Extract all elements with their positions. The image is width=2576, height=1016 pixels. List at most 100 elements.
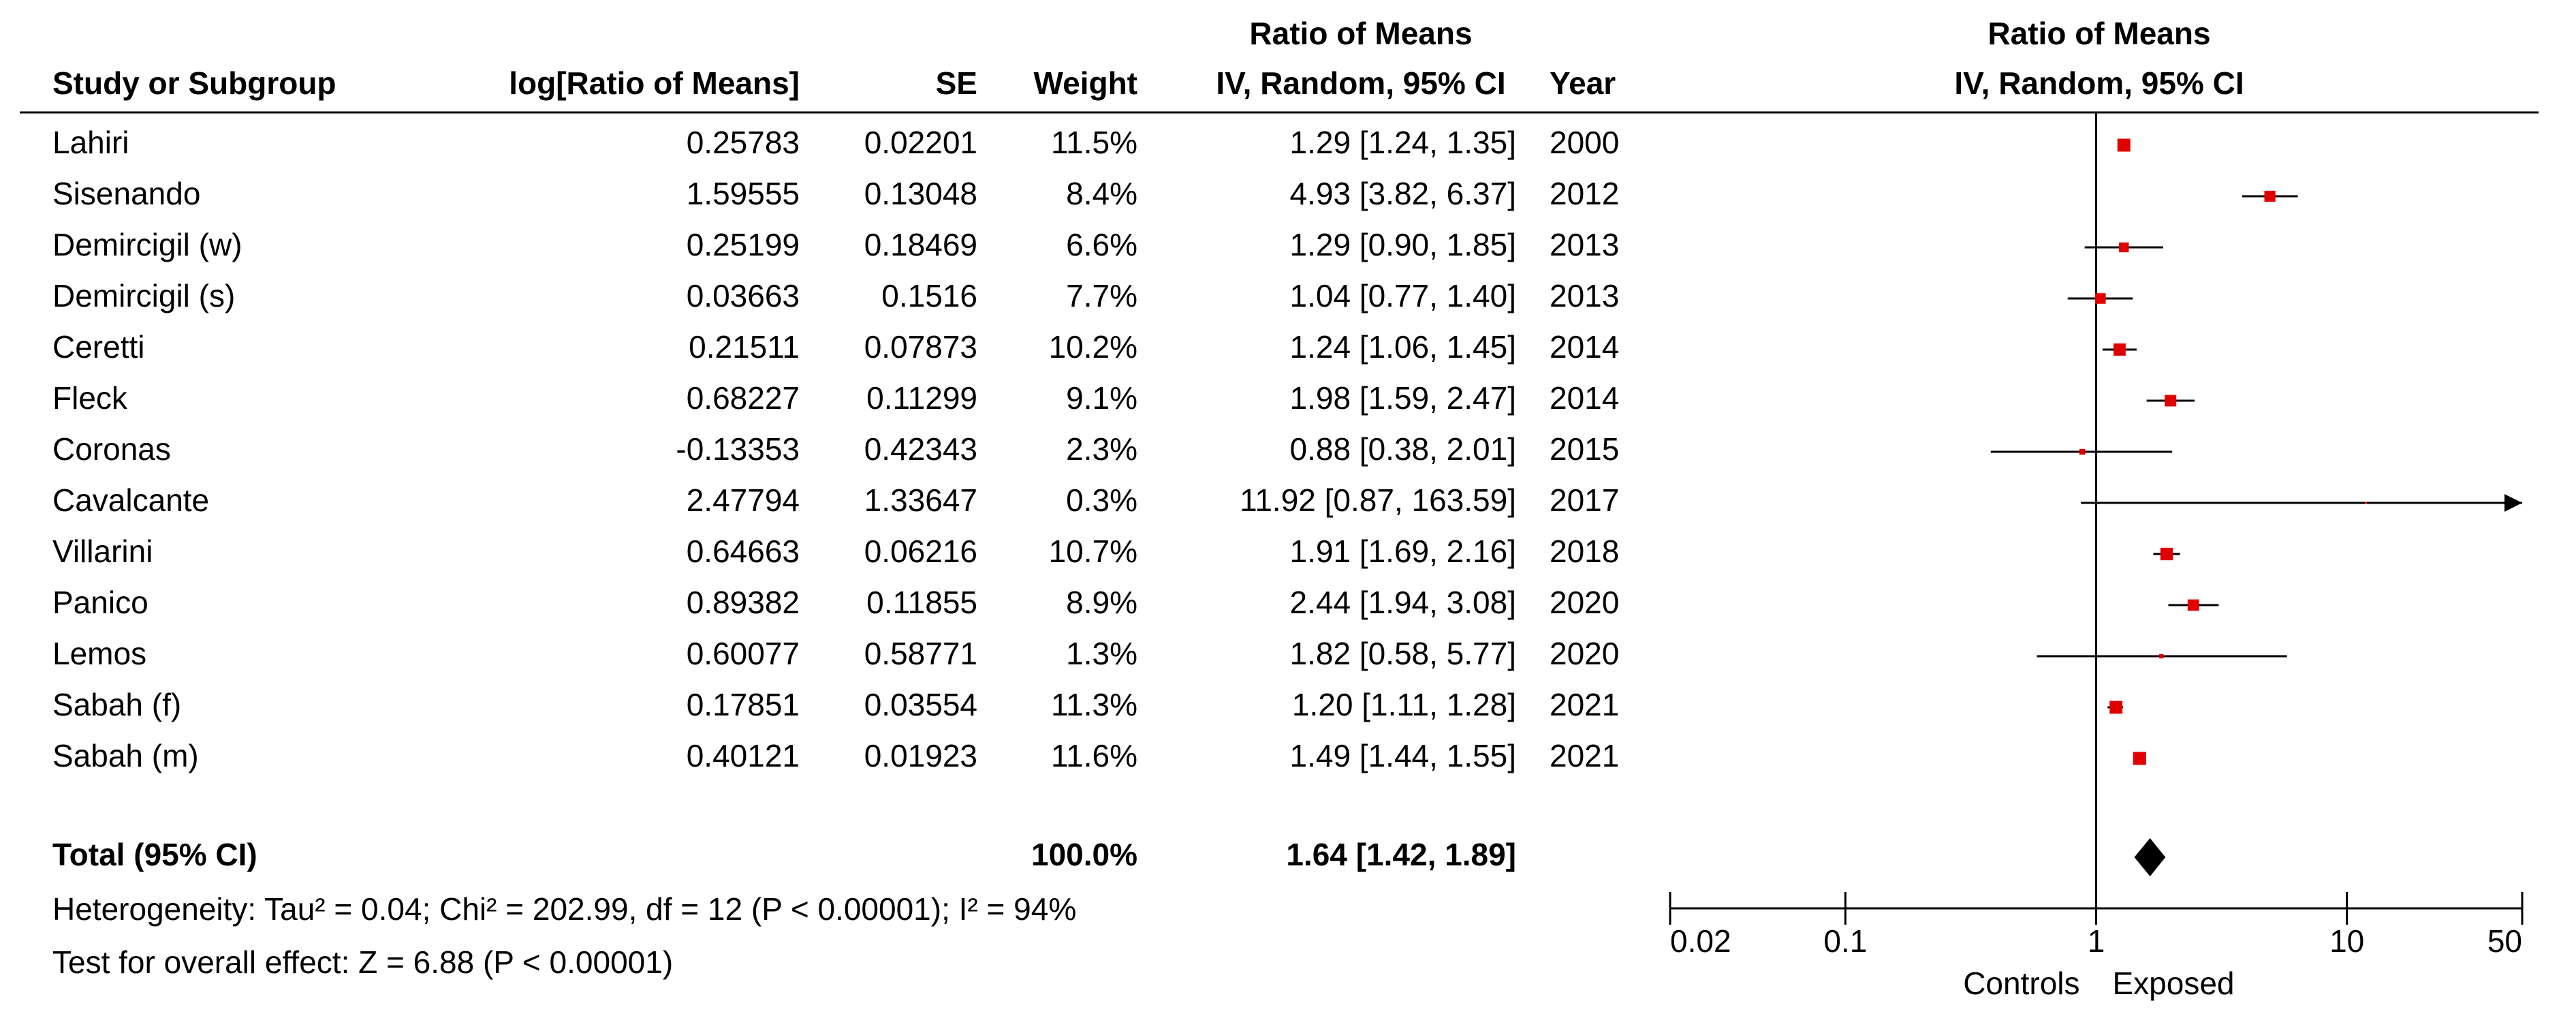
weight: 10.7% xyxy=(1049,534,1137,569)
ci: 4.93 [3.82, 6.37] xyxy=(1290,176,1517,211)
ci: 11.92 [0.87, 163.59] xyxy=(1240,482,1516,518)
ci: 1.49 [1.44, 1.55] xyxy=(1290,738,1517,773)
study-name: Demircigil (w) xyxy=(52,227,242,262)
year: 2014 xyxy=(1550,329,1619,365)
standard-error: 0.01923 xyxy=(864,738,977,773)
column-header: Ratio of Means xyxy=(1249,16,1472,51)
weight: 9.1% xyxy=(1066,380,1137,416)
x-tick-label: 1 xyxy=(2088,923,2105,959)
log-ratio: 0.25783 xyxy=(687,125,800,160)
ci: 1.24 [1.06, 1.45] xyxy=(1290,329,1517,365)
year: 2012 xyxy=(1550,176,1619,211)
estimate-square xyxy=(2187,599,2199,611)
standard-error: 0.13048 xyxy=(864,176,977,211)
log-ratio: 0.17851 xyxy=(687,687,800,722)
weight: 11.5% xyxy=(1051,125,1137,160)
column-header: Year xyxy=(1550,65,1616,101)
estimate-square xyxy=(2160,547,2173,561)
study-name: Sisenando xyxy=(52,176,200,211)
year: 2021 xyxy=(1550,687,1619,722)
study-name: Fleck xyxy=(52,380,128,416)
year: 2013 xyxy=(1550,227,1619,262)
ci: 1.29 [0.90, 1.85] xyxy=(1290,227,1517,262)
standard-error: 0.07873 xyxy=(864,329,977,365)
x-tick-label: 0.02 xyxy=(1670,923,1731,959)
overall-effect: Test for overall effect: Z = 6.88 (P < 0… xyxy=(52,944,673,980)
study-name: Coronas xyxy=(52,431,171,467)
study-name: Cavalcante xyxy=(52,482,209,518)
study-name: Demircigil (s) xyxy=(52,278,235,313)
estimate-square xyxy=(2365,502,2368,504)
log-ratio: 0.89382 xyxy=(687,585,800,620)
standard-error: 0.18469 xyxy=(864,227,977,262)
x-tick-label: 50 xyxy=(2487,923,2522,959)
estimate-square xyxy=(2079,448,2086,455)
weight: 11.6% xyxy=(1051,738,1137,773)
column-header: IV, Random, 95% CI xyxy=(1216,65,1505,101)
ci: 1.04 [0.77, 1.40] xyxy=(1290,278,1517,313)
column-header: Study or Subgroup xyxy=(52,65,336,101)
ci: 1.91 [1.69, 2.16] xyxy=(1290,534,1517,569)
weight: 0.3% xyxy=(1066,482,1137,518)
standard-error: 0.58771 xyxy=(864,636,977,671)
total-ci: 1.64 [1.42, 1.89] xyxy=(1286,837,1516,872)
standard-error: 1.33647 xyxy=(864,482,977,518)
estimate-square xyxy=(2159,653,2164,659)
log-ratio: 0.03663 xyxy=(687,278,800,313)
estimate-square xyxy=(2264,190,2276,202)
weight: 10.2% xyxy=(1049,329,1137,365)
ci: 1.82 [0.58, 5.77] xyxy=(1290,636,1517,671)
standard-error: 0.1516 xyxy=(881,278,977,313)
weight: 8.9% xyxy=(1066,585,1137,620)
estimate-square xyxy=(2095,293,2106,304)
total-name: Total (95% CI) xyxy=(52,837,257,872)
year: 2020 xyxy=(1550,585,1619,620)
weight: 7.7% xyxy=(1066,278,1137,313)
column-header: SE xyxy=(936,65,977,101)
log-ratio: 1.59555 xyxy=(687,176,800,211)
column-header: log[Ratio of Means] xyxy=(509,65,800,101)
weight: 8.4% xyxy=(1066,176,1137,211)
weight: 2.3% xyxy=(1066,431,1137,467)
log-ratio: 0.25199 xyxy=(687,227,800,262)
standard-error: 0.06216 xyxy=(864,534,977,569)
year: 2015 xyxy=(1550,431,1619,467)
year: 2020 xyxy=(1550,636,1619,671)
plot-title: Ratio of Means xyxy=(1988,16,2210,51)
standard-error: 0.42343 xyxy=(864,431,977,467)
ci: 1.98 [1.59, 2.47] xyxy=(1290,380,1517,416)
x-label-left: Controls xyxy=(1963,966,2079,1001)
ci: 1.20 [1.11, 1.28] xyxy=(1292,687,1516,722)
ci: 2.44 [1.94, 3.08] xyxy=(1290,585,1517,620)
log-ratio: 0.64663 xyxy=(687,534,800,569)
total-diamond xyxy=(2134,838,2166,876)
log-ratio: -0.13353 xyxy=(676,431,800,467)
standard-error: 0.11855 xyxy=(866,585,977,620)
year: 2013 xyxy=(1550,278,1619,313)
year: 2017 xyxy=(1550,482,1619,518)
estimate-square xyxy=(2109,701,2123,714)
log-ratio: 0.40121 xyxy=(687,738,800,773)
weight: 1.3% xyxy=(1066,636,1137,671)
weight: 6.6% xyxy=(1066,227,1137,262)
study-name: Sabah (f) xyxy=(52,687,181,722)
standard-error: 0.03554 xyxy=(864,687,977,722)
total-weight: 100.0% xyxy=(1031,837,1137,872)
ci: 1.29 [1.24, 1.35] xyxy=(1290,125,1517,160)
study-name: Ceretti xyxy=(52,329,144,365)
log-ratio: 2.47794 xyxy=(687,482,800,518)
ci-arrow xyxy=(2504,494,2522,512)
log-ratio: 0.68227 xyxy=(687,380,800,416)
x-tick-label: 10 xyxy=(2329,923,2364,959)
log-ratio: 0.60077 xyxy=(687,636,800,671)
estimate-square xyxy=(2165,395,2177,407)
estimate-square xyxy=(2119,242,2129,253)
x-tick-label: 0.1 xyxy=(1823,923,1867,959)
year: 2018 xyxy=(1550,534,1619,569)
column-header: Weight xyxy=(1034,65,1137,101)
study-name: Panico xyxy=(52,585,148,620)
year: 2014 xyxy=(1550,380,1619,416)
study-name: Lemos xyxy=(52,636,146,671)
